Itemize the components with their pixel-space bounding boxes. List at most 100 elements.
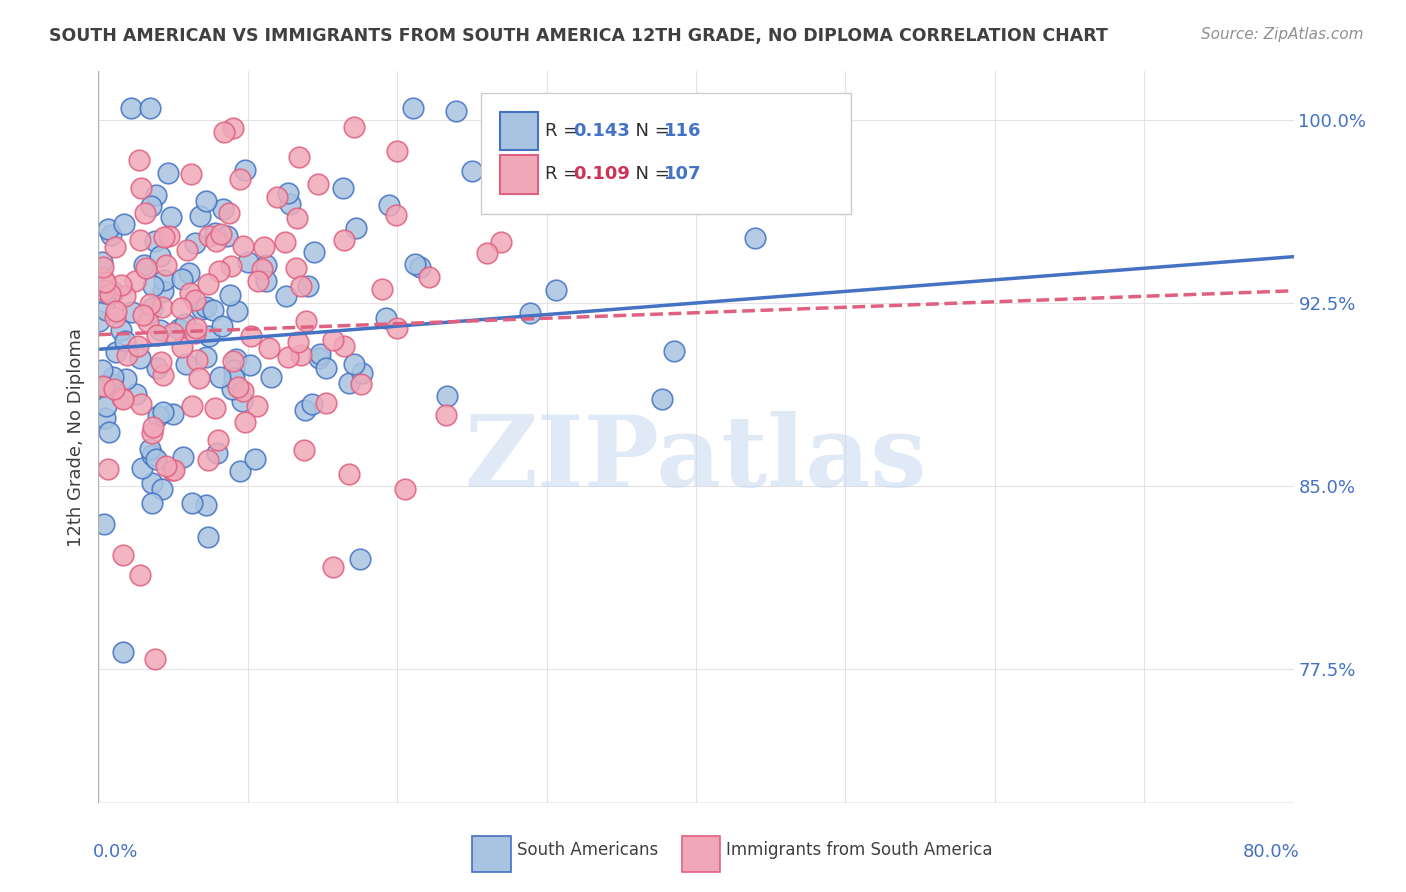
Point — [194, 498, 217, 512]
Point — [128, 153, 150, 167]
Point — [162, 408, 184, 422]
Point — [167, 322, 190, 336]
Point — [371, 282, 394, 296]
Point — [254, 258, 277, 272]
Point — [197, 530, 219, 544]
Point — [129, 233, 152, 247]
Point — [105, 345, 128, 359]
Point — [97, 462, 120, 476]
Point — [333, 233, 356, 247]
Point — [246, 399, 269, 413]
Point — [260, 370, 283, 384]
Y-axis label: 12th Grade, No Diploma: 12th Grade, No Diploma — [66, 327, 84, 547]
Point — [153, 273, 176, 287]
Point — [519, 306, 541, 320]
Point — [87, 314, 110, 328]
Point — [91, 260, 114, 274]
Point — [294, 402, 316, 417]
Point — [322, 559, 344, 574]
Point — [153, 229, 176, 244]
Point — [143, 652, 166, 666]
Point — [152, 368, 174, 382]
Point — [125, 386, 148, 401]
Point — [204, 401, 226, 416]
Point — [290, 348, 312, 362]
Point — [172, 272, 194, 286]
Point — [110, 323, 132, 337]
Point — [198, 228, 221, 243]
Point — [197, 328, 219, 343]
Point — [101, 285, 124, 299]
Text: Immigrants from South America: Immigrants from South America — [725, 841, 993, 859]
Point — [114, 289, 136, 303]
Point — [146, 328, 169, 343]
Point — [277, 351, 299, 365]
Point — [141, 426, 163, 441]
Point — [162, 326, 184, 341]
Text: 0.109: 0.109 — [572, 166, 630, 184]
Point — [131, 460, 153, 475]
Point — [129, 397, 152, 411]
Point — [180, 495, 202, 509]
Point — [201, 303, 224, 318]
Point — [128, 568, 150, 582]
Point — [152, 405, 174, 419]
FancyBboxPatch shape — [472, 836, 510, 872]
Text: 116: 116 — [664, 121, 702, 140]
Text: 0.0%: 0.0% — [93, 843, 138, 861]
Text: 80.0%: 80.0% — [1243, 843, 1299, 861]
Point — [194, 300, 217, 314]
Point — [138, 315, 160, 329]
Point — [162, 463, 184, 477]
Point — [207, 433, 229, 447]
Point — [489, 235, 512, 249]
Point — [94, 275, 117, 289]
Point — [190, 302, 212, 317]
Point — [217, 228, 239, 243]
Point — [651, 392, 673, 406]
Point — [155, 459, 177, 474]
Text: N =: N = — [624, 166, 676, 184]
Point — [309, 347, 332, 361]
Point — [221, 354, 243, 368]
Point — [111, 548, 134, 562]
Point — [141, 495, 163, 509]
Point — [101, 370, 124, 384]
Point — [344, 220, 367, 235]
Text: South Americans: South Americans — [517, 841, 658, 859]
Point — [194, 194, 217, 208]
Point — [209, 227, 232, 241]
Point — [121, 305, 143, 319]
Point — [278, 197, 301, 211]
Point — [337, 376, 360, 391]
Point — [333, 339, 356, 353]
Point — [183, 235, 205, 250]
Point — [378, 197, 401, 211]
Point — [179, 286, 201, 301]
Point — [188, 371, 211, 385]
Point — [402, 101, 425, 115]
Point — [93, 380, 115, 394]
Point — [184, 321, 207, 335]
Point — [96, 399, 118, 413]
Point — [159, 211, 181, 225]
Point — [221, 382, 243, 396]
Point — [211, 319, 233, 334]
Point — [266, 190, 288, 204]
Point — [152, 300, 174, 314]
Point — [155, 258, 177, 272]
Text: R =: R = — [546, 121, 585, 140]
Point — [103, 382, 125, 396]
Point — [179, 266, 201, 280]
Point — [115, 371, 138, 385]
Point — [135, 261, 157, 276]
Point — [93, 283, 115, 297]
Point — [292, 443, 315, 458]
Point — [184, 293, 207, 307]
Point — [277, 186, 299, 201]
Point — [232, 239, 254, 253]
Point — [104, 303, 127, 318]
Point — [172, 450, 194, 464]
Point — [111, 391, 134, 405]
Point — [139, 297, 162, 311]
